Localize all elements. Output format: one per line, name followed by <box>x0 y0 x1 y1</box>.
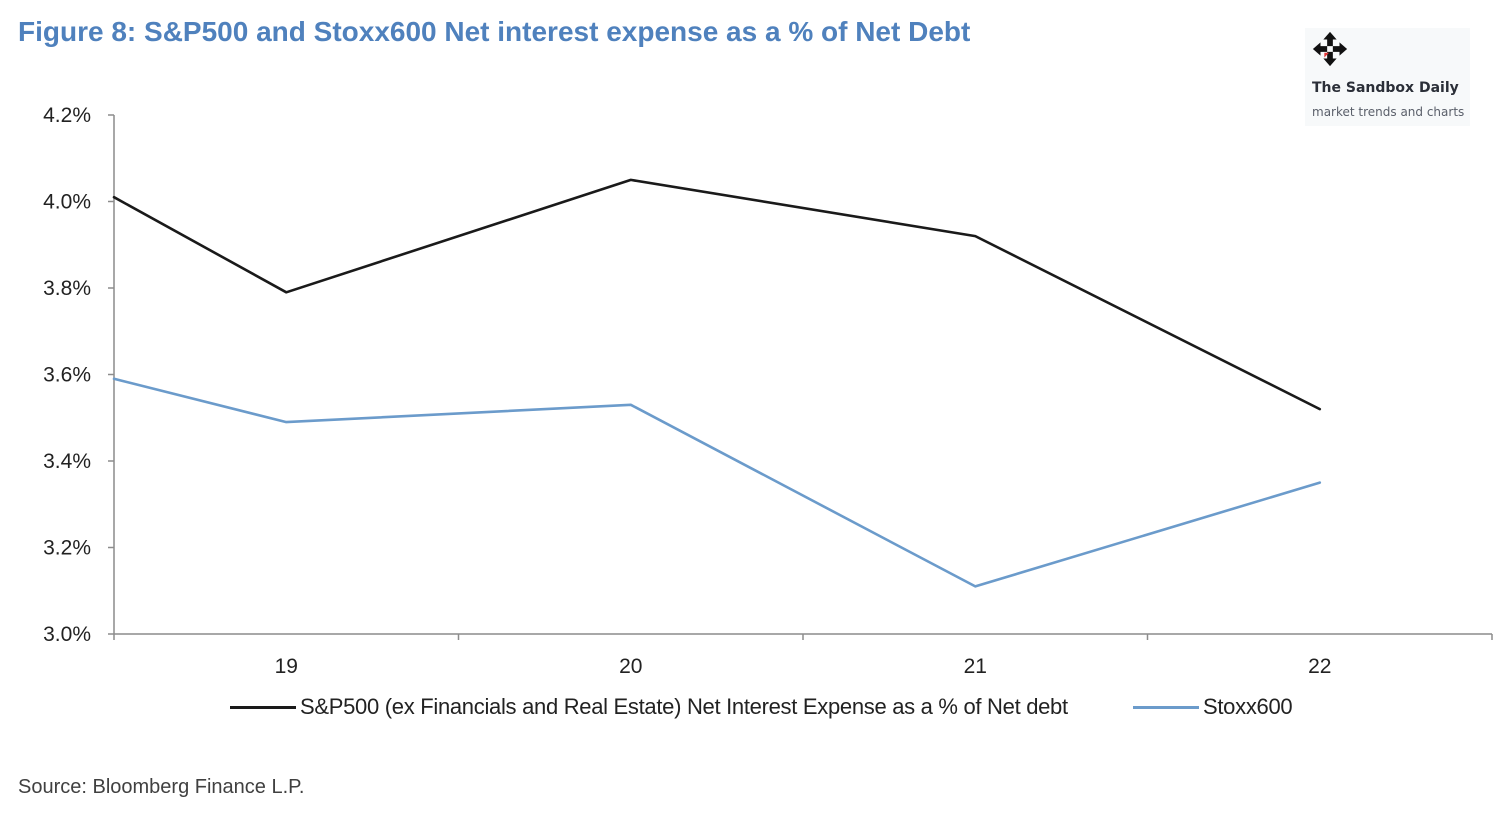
y-axis-ticks: 3.0% 3.2% 3.4% 3.6% 3.8% 4.0% 4.2% <box>43 104 114 646</box>
x-tick-label: 22 <box>1308 655 1331 678</box>
x-tick-label: 19 <box>275 655 298 678</box>
legend-swatch-sp500 <box>230 705 296 709</box>
legend-item-sp500: S&P500 (ex Financials and Real Estate) N… <box>230 692 1068 722</box>
x-axis-ticks: 19 20 21 22 <box>113 634 1493 678</box>
y-tick-label: 3.2% <box>43 537 91 560</box>
legend-swatch-stoxx600 <box>1133 705 1199 709</box>
legend-label-sp500: S&P500 (ex Financials and Real Estate) N… <box>300 694 1068 719</box>
chart-axes <box>113 115 1492 635</box>
stoxx600-series-line <box>112 377 1322 588</box>
y-tick-label: 3.4% <box>43 450 91 473</box>
brand-badge: The Sandbox Daily market trends and char… <box>1305 28 1470 126</box>
move-arrows-icon <box>1312 31 1348 67</box>
y-tick-label: 3.0% <box>43 623 91 646</box>
x-tick-label: 21 <box>964 655 987 678</box>
series-lines <box>112 178 1322 588</box>
x-tick-label: 20 <box>619 655 642 678</box>
brand-name: The Sandbox Daily <box>1312 80 1459 96</box>
y-tick-label: 3.8% <box>43 277 91 300</box>
chart-title: Figure 8: S&P500 and Stoxx600 Net intere… <box>18 16 971 47</box>
brand-tagline: market trends and charts <box>1312 105 1465 119</box>
source-note: Source: Bloomberg Finance L.P. <box>18 776 305 798</box>
y-tick-label: 4.0% <box>43 191 91 214</box>
y-tick-label: 4.2% <box>43 104 91 127</box>
legend-item-stoxx600: Stoxx600 <box>1133 692 1293 722</box>
legend-label-stoxx600: Stoxx600 <box>1203 694 1293 719</box>
sp500-series-line <box>112 178 1322 411</box>
y-tick-label: 3.6% <box>43 364 91 387</box>
